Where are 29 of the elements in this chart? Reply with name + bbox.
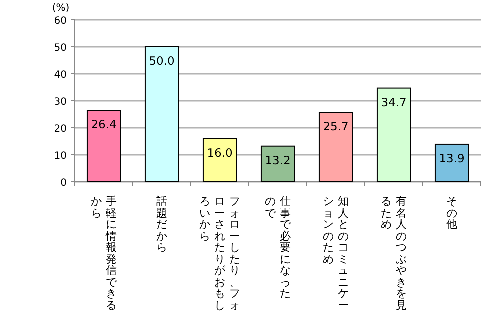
bar xyxy=(86,110,122,182)
x-tick-label: その他 xyxy=(446,195,458,231)
data-label: 34.7 xyxy=(381,95,407,110)
category-label: 仕事で必要になったので xyxy=(265,195,291,300)
y-axis-title: (%) xyxy=(52,3,70,14)
bar xyxy=(202,138,238,182)
category-label: 有名人のつぶやきを見るため xyxy=(381,195,407,312)
x-tick-label: 話題だから xyxy=(156,195,168,254)
y-tick-label: 40 xyxy=(54,70,67,81)
y-tick-label: 0 xyxy=(60,178,67,189)
data-label: 25.7 xyxy=(323,120,349,134)
category-label: 知人とのコミュニケーションのため xyxy=(323,195,349,312)
y-tick-label: 10 xyxy=(54,151,67,162)
category-label: フォローしたり、フォローされたりがおもしろいから xyxy=(200,195,240,312)
y-tick-label: 20 xyxy=(54,124,67,135)
data-label: 26.4 xyxy=(91,118,117,132)
category-label: 手軽に情報発信できるから xyxy=(91,195,117,312)
y-tick-label: 30 xyxy=(54,97,67,108)
data-label: 13.2 xyxy=(265,153,291,168)
y-tick-label: 60 xyxy=(54,16,67,27)
bar xyxy=(318,112,354,182)
y-tick-label: 50 xyxy=(54,43,67,54)
bar xyxy=(144,46,180,182)
bar xyxy=(376,88,412,182)
data-label: 16.0 xyxy=(207,146,233,160)
bar xyxy=(434,144,470,182)
data-label: 13.9 xyxy=(439,151,465,166)
data-label: 50.0 xyxy=(149,54,175,68)
bar xyxy=(260,146,296,182)
